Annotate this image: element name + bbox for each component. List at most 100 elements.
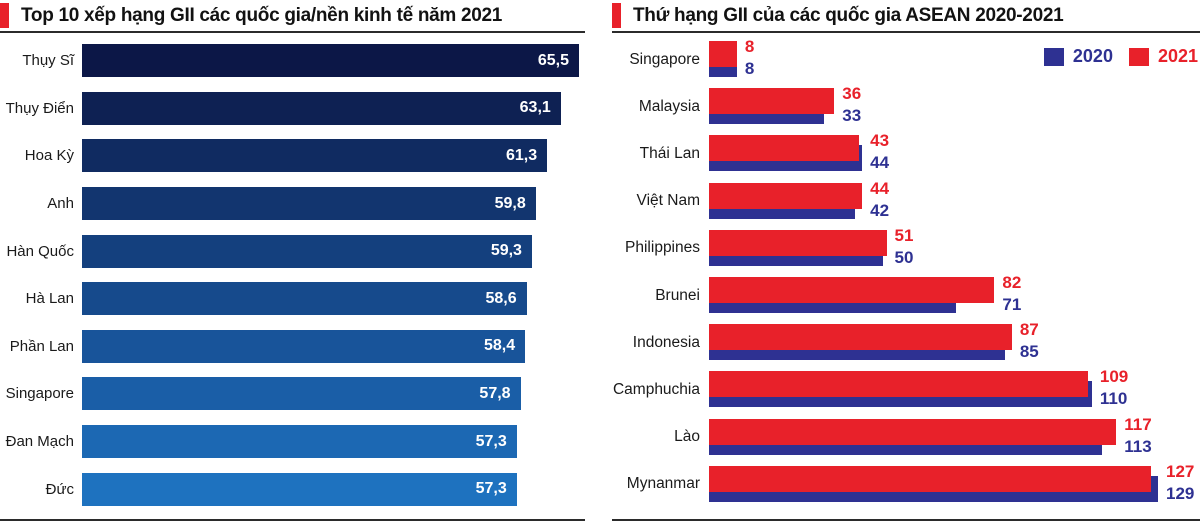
left-chart-plot: Thụy Sĩ 65,5 Thụy Điển 63,1 Hoa Kỳ 61,3 Anh 59,… (0, 33, 585, 513)
left-chart-title: Top 10 xếp hạng GII các quốc gia/nền kin… (21, 4, 503, 26)
bar-value-label: 57,8 (479, 384, 511, 402)
country-label: Thụy Sĩ (22, 52, 74, 70)
bar-value-label: 58,4 (483, 337, 516, 355)
country-label: Lào (674, 428, 700, 446)
bar-row: Anh 59,8 (0, 180, 585, 228)
right-bottom-divider (612, 519, 1200, 521)
bar-track: 36 33 (709, 83, 1158, 130)
value-2021: 36 (842, 84, 862, 104)
value-labels: 87 85 (1020, 319, 1039, 363)
left-chart: Top 10 xếp hạng GII các quốc gia/nền kin… (0, 0, 585, 521)
value-2021: 127 (1166, 461, 1195, 481)
country-label: Brunei (655, 286, 700, 304)
value-2020: 50 (894, 247, 914, 267)
bar-row: Hà Lan 58,6 (0, 275, 585, 323)
value-2020: 8 (744, 59, 755, 78)
country-label: Hàn Quốc (6, 242, 74, 260)
value-2021: 43 (870, 131, 890, 151)
legend-label-2020: 2020 (1072, 46, 1113, 66)
legend-label-2021: 2021 (1157, 46, 1198, 66)
value-2020: 44 (870, 153, 890, 173)
value-bar: 57,8 (82, 377, 521, 411)
bar-track: 57,8 (82, 377, 579, 411)
bar-track: 127 129 (709, 461, 1194, 508)
bar-row: Camphuchia 109 110 (612, 366, 1200, 413)
bar-row: Singapore 8 8 (612, 36, 1200, 83)
bar-value-label: 63,1 (519, 99, 551, 117)
bar-track: 59,8 (82, 187, 579, 221)
bar-track: 65,5 (82, 44, 579, 78)
bar-value-label: 59,8 (494, 194, 526, 212)
bar-row: Mynanmar 127 129 (612, 461, 1200, 508)
bar-row: Philippines 51 50 (612, 225, 1200, 272)
value-2020: 33 (842, 106, 862, 126)
bar-2021 (709, 229, 887, 256)
bar-row: Hàn Quốc 59,3 (0, 227, 585, 275)
value-labels: 43 44 (870, 130, 889, 174)
bar-track: 57,3 (82, 425, 579, 459)
title-accent-bar (0, 3, 9, 28)
bar-row: Singapore 57,8 (0, 370, 585, 418)
left-header-divider (0, 31, 585, 33)
country-label: Philippines (625, 239, 700, 257)
bar-row: Thụy Điển 63,1 (0, 85, 585, 133)
country-label: Thái Lan (639, 144, 700, 162)
legend: 2020 2021 (1043, 46, 1198, 67)
country-label: Anh (47, 195, 74, 213)
value-bar: 58,6 (82, 282, 527, 316)
country-label: Đan Mạch (5, 433, 74, 451)
value-labels: 127 129 (1166, 461, 1194, 505)
value-2021: 44 (870, 178, 890, 198)
country-label: Hà Lan (25, 290, 74, 308)
bar-track: 43 44 (709, 130, 1158, 177)
bar-value-label: 57,3 (475, 480, 507, 498)
bar-value-label: 61,3 (505, 146, 538, 164)
value-2021: 117 (1124, 414, 1152, 434)
bar-row: Đức 57,3 (0, 465, 585, 513)
bar-track: 58,6 (82, 282, 579, 316)
country-label: Thụy Điển (5, 99, 74, 117)
bar-row: Đan Mạch 57,3 (0, 418, 585, 466)
bar-row: Lào 117 113 (612, 414, 1200, 461)
value-2021: 8 (744, 37, 755, 56)
value-2020: 129 (1166, 483, 1195, 503)
value-labels: 117 113 (1124, 414, 1151, 458)
left-bottom-divider (0, 519, 585, 521)
country-label: Mynanmar (626, 475, 700, 493)
country-label: Singapore (5, 385, 74, 403)
value-bar: 65,5 (82, 44, 579, 78)
country-label: Đức (45, 480, 74, 498)
bar-row: Malaysia 36 33 (612, 83, 1200, 130)
value-bar: 58,4 (82, 329, 526, 363)
bar-row: Thái Lan 43 44 (612, 130, 1200, 177)
bar-row: Việt Nam 44 42 (612, 178, 1200, 225)
value-bar: 59,8 (82, 187, 536, 221)
bar-track: 58,4 (82, 329, 579, 363)
bar-value-label: 58,6 (485, 289, 517, 307)
country-label: Singapore (629, 50, 700, 68)
left-chart-header: Top 10 xếp hạng GII các quốc gia/nền kin… (0, 0, 585, 31)
bar-track: 63,1 (82, 91, 579, 125)
value-bar: 57,3 (82, 472, 517, 506)
bar-track: 57,3 (82, 472, 579, 506)
bar-value-label: 57,3 (475, 432, 507, 450)
bar-2021 (709, 418, 1117, 445)
country-label: Camphuchia (612, 380, 700, 398)
right-header-divider (612, 31, 1200, 33)
value-bar: 63,1 (82, 91, 561, 125)
value-labels: 82 71 (1002, 272, 1021, 316)
bar-row: Brunei 82 71 (612, 272, 1200, 319)
bar-2021 (709, 135, 859, 162)
value-2021: 109 (1099, 367, 1129, 387)
value-labels: 51 50 (895, 225, 914, 269)
value-2020: 85 (1019, 342, 1039, 362)
bar-row: Indonesia 87 85 (612, 319, 1200, 366)
legend-item-2020: 2020 (1043, 46, 1113, 67)
bar-2021 (709, 276, 995, 303)
bar-track: 61,3 (82, 139, 579, 173)
bar-track: 51 50 (709, 225, 1158, 272)
bar-2021 (709, 371, 1089, 398)
right-chart-plot: Singapore 8 8 Malaysia 36 33 Thái Lan 43 44 Việt … (612, 33, 1200, 508)
bar-track: 82 71 (709, 272, 1158, 319)
